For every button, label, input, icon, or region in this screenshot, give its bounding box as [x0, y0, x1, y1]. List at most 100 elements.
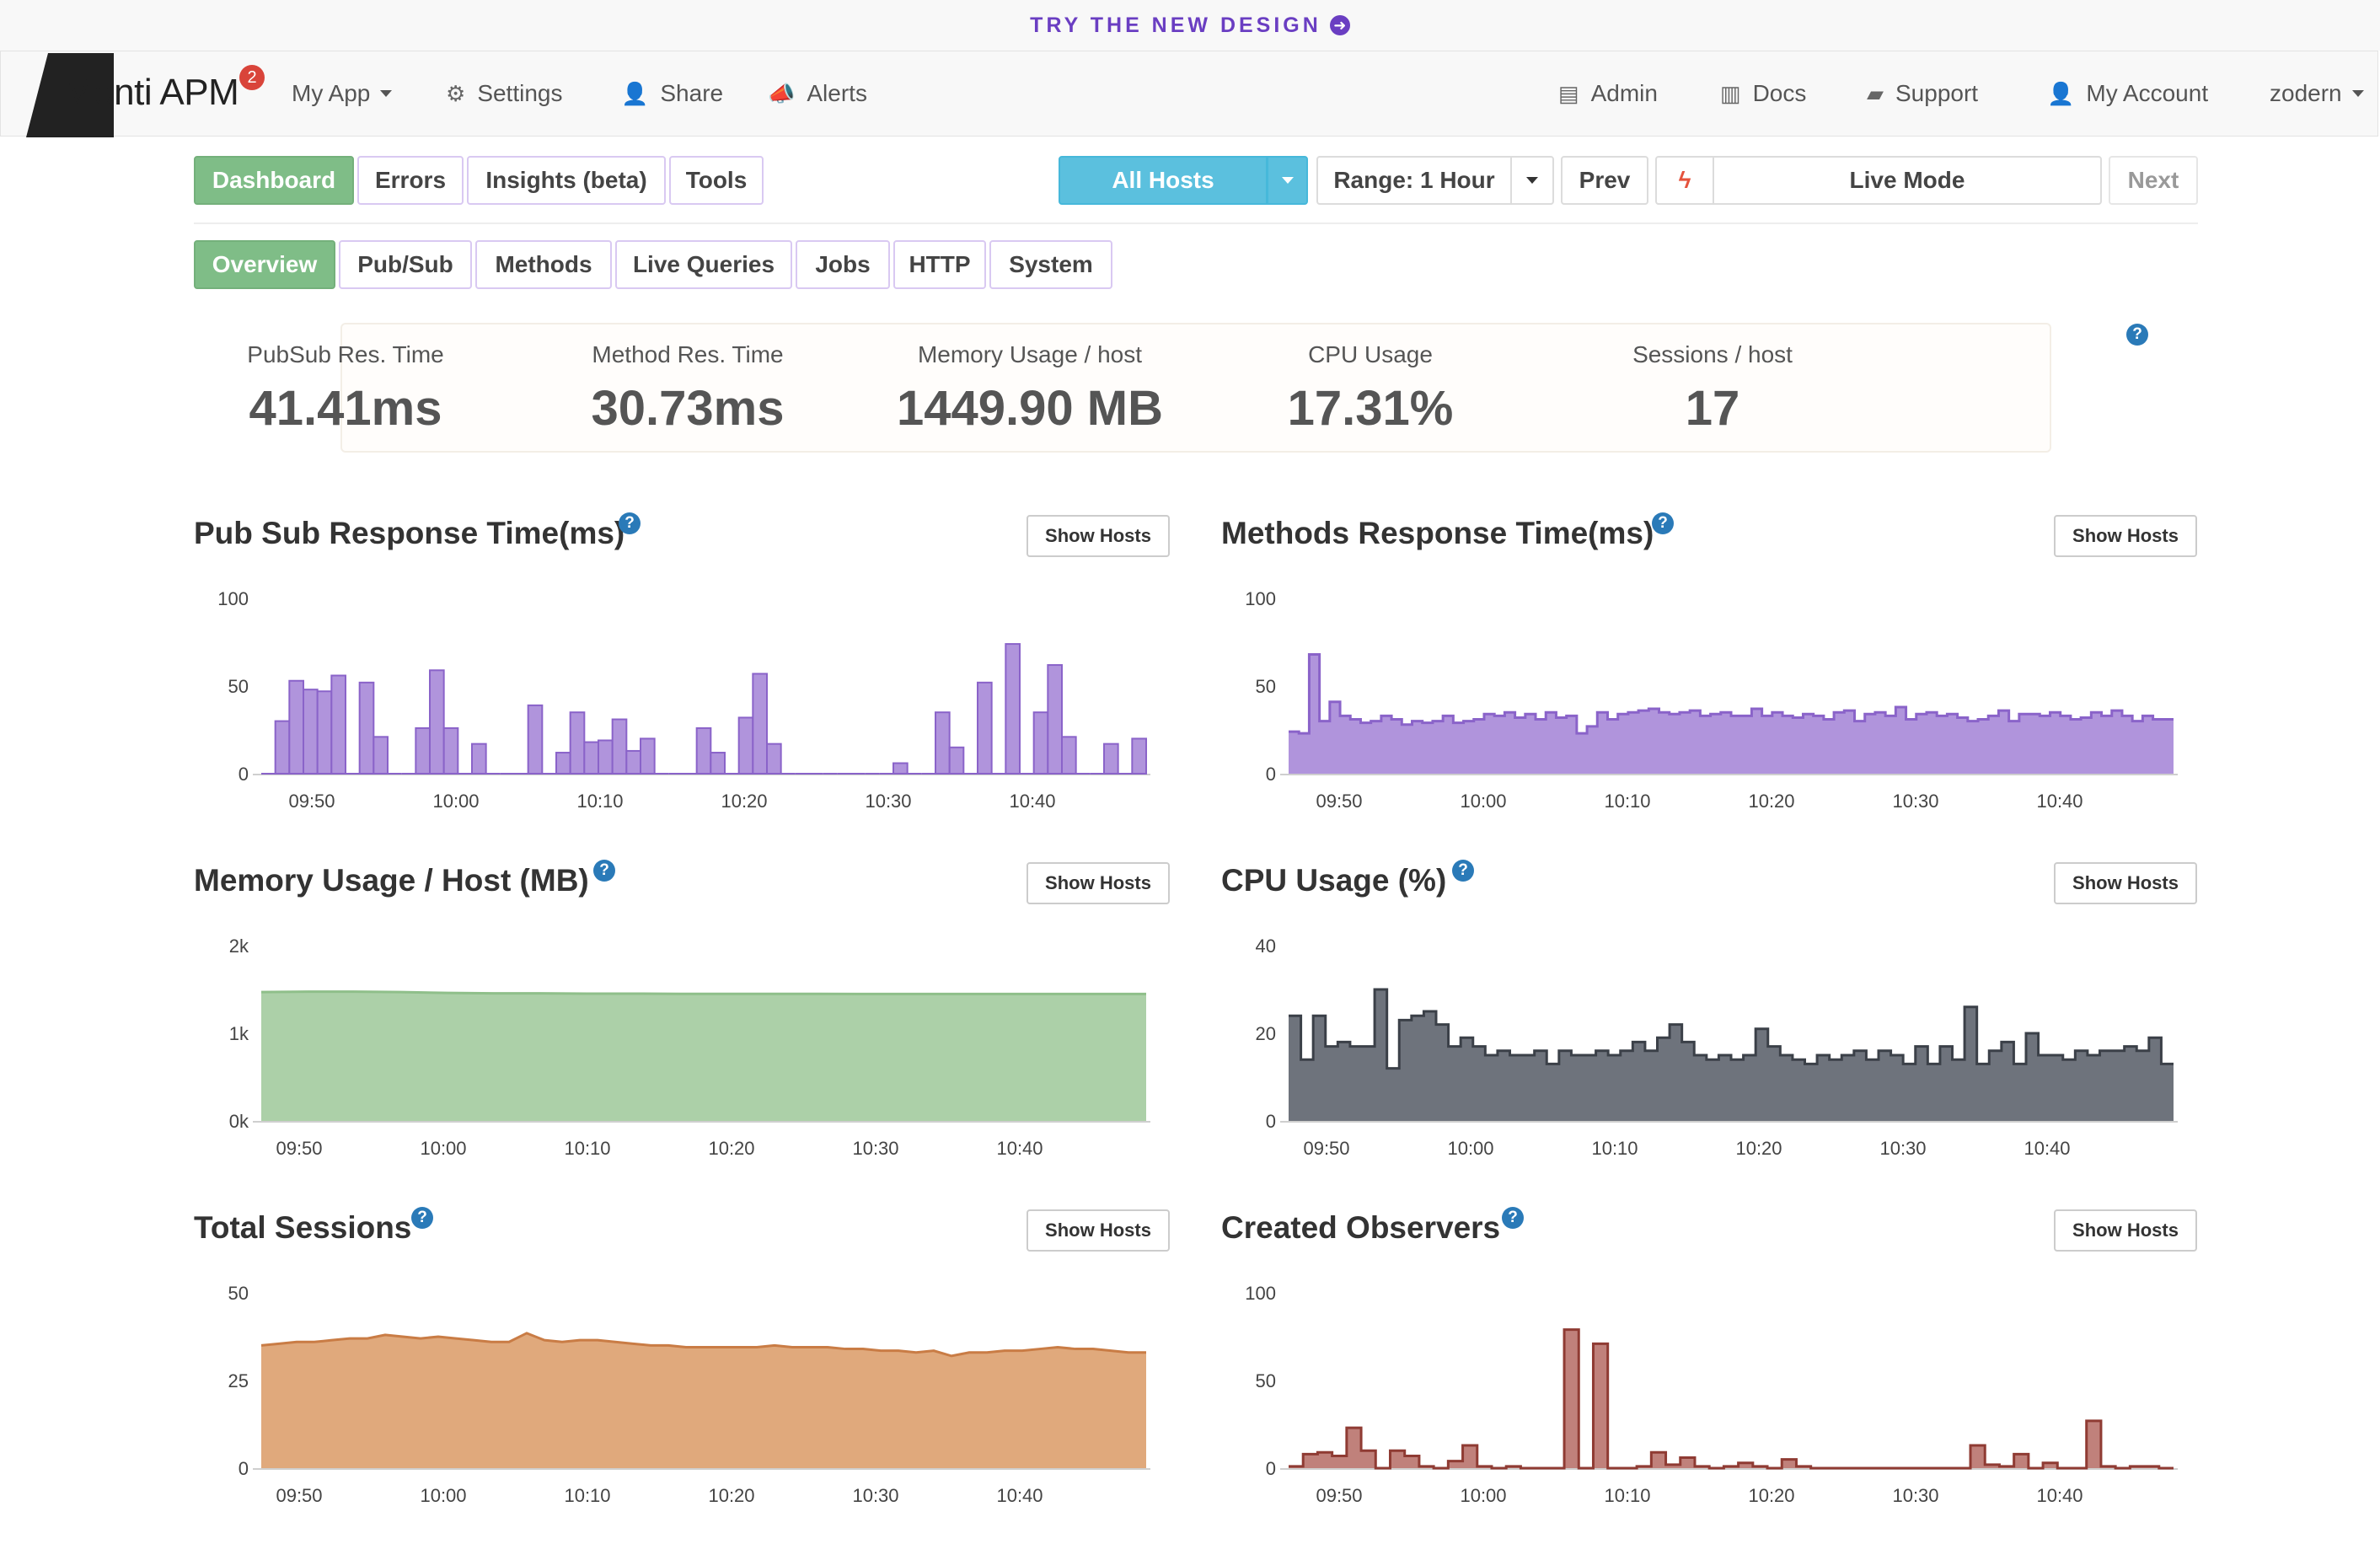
help-icon[interactable]: ? — [2126, 324, 2148, 346]
help-icon[interactable]: ? — [619, 512, 641, 534]
series-area — [261, 1332, 1146, 1468]
nav-docs[interactable]: ▥ Docs — [1720, 80, 1806, 107]
stat-value: 17.31% — [1287, 381, 1454, 436]
app-selector[interactable]: My App — [292, 80, 393, 107]
stat-memory: Memory Usage / host 1449.90 MB — [861, 341, 1198, 437]
hosts-dropdown-toggle[interactable] — [1267, 156, 1308, 205]
range-selector[interactable]: Range: 1 Hour — [1316, 156, 1512, 205]
stat-label: Sessions / host — [1632, 341, 1793, 367]
memory-usage-chart[interactable]: 0k 1k 2k 09:50 10:00 10:10 10:20 10:30 10:40 — [194, 929, 1171, 1159]
y-tick-label: 100 — [217, 588, 249, 609]
data-bar — [330, 674, 346, 775]
methods-response-chart[interactable]: 0 50 100 09:50 10:00 10:10 10:20 10:30 10:40 — [1221, 582, 2199, 812]
notification-badge[interactable]: 2 — [239, 65, 265, 90]
help-icon[interactable]: ? — [1652, 512, 1674, 534]
prev-button[interactable]: Prev — [1561, 156, 1648, 205]
nav-admin[interactable]: ▤ Admin — [1558, 80, 1658, 107]
chart-title: Total Sessions — [194, 1210, 412, 1245]
show-hosts-button[interactable]: Show Hosts — [2054, 862, 2197, 904]
x-tick-label: 10:10 — [564, 1485, 610, 1506]
data-bar — [1047, 664, 1063, 775]
data-bar — [948, 746, 965, 775]
help-icon[interactable]: ? — [1452, 860, 1474, 882]
y-tick-label: 0 — [1266, 1111, 1276, 1132]
help-icon[interactable]: ? — [1502, 1207, 1524, 1229]
subtab-jobs[interactable]: Jobs — [796, 240, 890, 289]
new-design-banner[interactable]: TRY THE NEW DESIGN ➜ — [0, 0, 2380, 51]
stat-label: Memory Usage / host — [917, 341, 1143, 367]
series-line — [260, 1332, 1146, 1358]
user-menu[interactable]: zodern — [2270, 80, 2364, 107]
x-tick-label: 10:30 — [1879, 1138, 1926, 1159]
x-tick-label: 10:20 — [1748, 1485, 1794, 1506]
show-hosts-button[interactable]: Show Hosts — [2054, 515, 2197, 557]
data-bar — [569, 711, 586, 775]
subtab-methods[interactable]: Methods — [475, 240, 612, 289]
stat-value: 1449.90 MB — [897, 381, 1163, 436]
range-dropdown-toggle[interactable] — [1510, 156, 1554, 205]
data-bar — [471, 743, 487, 775]
data-bar — [1103, 743, 1119, 775]
y-tick-label: 0k — [229, 1111, 249, 1132]
x-tick-label: 10:20 — [1735, 1138, 1782, 1159]
data-bar — [555, 752, 571, 775]
tab-tools[interactable]: Tools — [669, 156, 764, 205]
nav-alerts[interactable]: 📣 Alerts — [768, 80, 867, 107]
data-bar — [1032, 711, 1049, 775]
data-bar — [766, 743, 782, 775]
nav-account[interactable]: 👤 My Account — [2047, 80, 2208, 107]
show-hosts-button[interactable]: Show Hosts — [1027, 1209, 1170, 1252]
live-mode-button[interactable]: Live Mode — [1713, 156, 2102, 205]
new-design-link[interactable]: TRY THE NEW DESIGN — [1030, 13, 1321, 37]
app-logo[interactable]: Monti APM — [63, 72, 239, 113]
subtab-http[interactable]: HTTP — [893, 240, 986, 289]
subtab-overview[interactable]: Overview — [194, 240, 335, 289]
chart-title: Created Observers — [1221, 1210, 1501, 1245]
nav-support-label: Support — [1895, 80, 1979, 106]
subtab-system[interactable]: System — [989, 240, 1112, 289]
subtab-pubsub[interactable]: Pub/Sub — [339, 240, 472, 289]
x-tick-label: 10:00 — [420, 1138, 466, 1159]
data-bar — [373, 736, 389, 775]
series-area — [1289, 1329, 2174, 1468]
x-tick-label: 09:50 — [276, 1138, 322, 1159]
y-tick-label: 1k — [229, 1023, 249, 1044]
data-bar — [303, 689, 319, 775]
subtab-live-queries[interactable]: Live Queries — [615, 240, 792, 289]
cpu-usage-chart[interactable]: 0 20 40 09:50 10:00 10:10 10:20 10:30 10:40 — [1221, 929, 2199, 1159]
stat-value: 30.73ms — [591, 381, 785, 436]
help-icon[interactable]: ? — [411, 1207, 433, 1229]
pubsub-response-chart[interactable]: 0 50 100 09:50 10:00 10:10 10:20 10:30 10:40 — [194, 582, 1171, 812]
show-hosts-button[interactable]: Show Hosts — [1027, 515, 1170, 557]
y-tick-label: 25 — [228, 1370, 249, 1391]
created-observers-chart[interactable]: 0 50 100 09:50 10:00 10:10 10:20 10:30 10:40 — [1221, 1276, 2199, 1506]
x-tick-label: 10:10 — [1604, 1485, 1650, 1506]
x-tick-label: 10:10 — [1604, 791, 1650, 812]
nav-share[interactable]: 👤 Share — [621, 80, 723, 107]
data-bar — [977, 681, 993, 775]
bullhorn-icon: 📣 — [768, 80, 796, 106]
next-button[interactable]: Next — [2109, 156, 2198, 205]
data-bar — [611, 718, 628, 775]
y-tick-label: 50 — [1256, 1370, 1276, 1391]
stat-method: Method Res. Time 30.73ms — [519, 341, 856, 437]
tab-errors[interactable]: Errors — [357, 156, 464, 205]
help-icon[interactable]: ? — [593, 860, 615, 882]
tab-insights[interactable]: Insights (beta) — [467, 156, 666, 205]
nav-support[interactable]: ▰ Support — [1867, 80, 1978, 107]
show-hosts-button[interactable]: Show Hosts — [1027, 862, 1170, 904]
show-hosts-button[interactable]: Show Hosts — [2054, 1209, 2197, 1252]
x-tick-label: 10:40 — [1009, 791, 1055, 812]
nav-settings[interactable]: ⚙ Settings — [446, 80, 562, 107]
tab-dashboard[interactable]: Dashboard — [194, 156, 354, 205]
total-sessions-chart[interactable]: 0 25 50 09:50 10:00 10:10 10:20 10:30 10:40 — [194, 1276, 1171, 1506]
lightning-icon[interactable]: ϟ — [1655, 156, 1714, 205]
data-bar — [695, 726, 712, 775]
data-bar — [625, 749, 641, 775]
data-bar — [442, 726, 459, 775]
hosts-selector[interactable]: All Hosts — [1059, 156, 1268, 205]
x-tick-label: 10:40 — [996, 1138, 1043, 1159]
x-tick-label: 10:10 — [564, 1138, 610, 1159]
x-tick-label: 10:20 — [708, 1138, 754, 1159]
x-tick-label: 10:10 — [576, 791, 623, 812]
